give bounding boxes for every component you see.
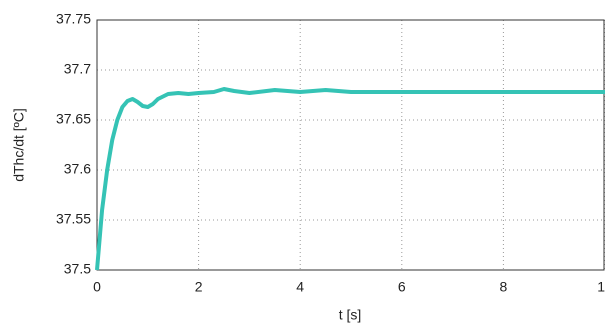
x-tick-label: 4 bbox=[296, 279, 304, 295]
data-line bbox=[95, 87, 605, 271]
y-tick-label: 37.7 bbox=[64, 61, 91, 77]
y-tick-label: 37.6 bbox=[64, 161, 91, 177]
x-tick-label: 10 bbox=[597, 279, 605, 295]
x-tick-label: 0 bbox=[93, 279, 101, 295]
y-tick-label: 37.75 bbox=[56, 11, 91, 27]
x-tick-label: 8 bbox=[500, 279, 508, 295]
x-tick-label: 2 bbox=[195, 279, 203, 295]
x-tick-label: 6 bbox=[398, 279, 406, 295]
y-tick-label: 37.5 bbox=[64, 261, 91, 277]
x-axis-label: t [s] bbox=[339, 307, 362, 323]
plot-frame bbox=[96, 19, 605, 271]
y-tick-label: 37.65 bbox=[56, 111, 91, 127]
y-axis-label: dThc/dt [ºC] bbox=[11, 108, 27, 182]
y-tick-label: 37.55 bbox=[56, 211, 91, 227]
